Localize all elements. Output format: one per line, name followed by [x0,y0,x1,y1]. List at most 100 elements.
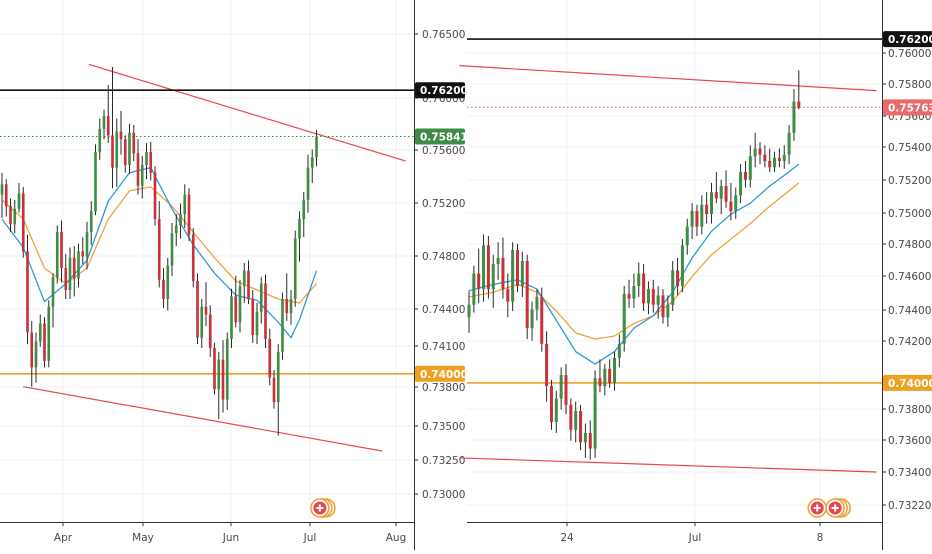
candle-down [213,348,216,390]
resistance-price-tag [883,31,932,48]
candle-down [64,268,68,290]
trendline-upper-trendline [459,65,877,92]
candle-down [763,154,767,161]
support-price-tag [415,365,465,382]
candle-up [748,156,752,180]
candle-down [60,232,63,269]
candle-up [38,323,42,342]
candle-up [89,211,93,232]
trendline-lower-trendline [459,457,877,473]
trendline-upper-channel [88,63,406,162]
candle-down [564,375,568,405]
candle-up [0,184,4,195]
candle-up [102,116,106,129]
candle-down [187,194,191,235]
candle-down [569,404,573,430]
price-tick-label: 0.73250 [422,455,465,467]
event-plus-icon [831,504,839,512]
price-tick-label: 0.75200 [422,198,465,210]
grid-lines [467,0,882,522]
candle-up [719,185,723,199]
candle-up [666,304,670,318]
price-tick-label: 0.74600 [888,271,931,283]
candle-up [472,273,476,305]
time-axis: Apr May Jun Jul Aug [54,522,406,544]
candle-up [255,311,259,336]
candle-up [753,148,757,157]
candle-up [94,152,97,212]
candle-up [792,101,796,133]
price-tick-label: 0.74800 [422,251,465,263]
candle-down [724,185,728,202]
candle-up [170,233,174,266]
moving-average-slow [1,186,317,304]
candle-down [743,171,747,180]
candle-up [145,152,148,165]
candle-down [676,270,680,287]
price-axis: 0.765000.760000.756000.752000.748000.744… [414,29,465,501]
event-plus-icon [316,504,324,512]
candle-up [583,432,587,443]
candle-down [729,201,733,211]
candle-down [162,279,165,300]
candle-down [149,152,153,173]
candle-down [30,332,34,368]
candle-down [515,250,520,287]
candle-up [709,192,714,215]
support-price-label: 0.74000 [420,369,468,381]
candle-down [132,132,136,154]
candle-down [264,283,267,339]
candle-up [467,304,471,318]
candle-up [491,264,495,290]
candles [0,67,318,436]
price-tick-label: 0.74400 [422,304,465,316]
candle-up [632,286,636,299]
candle-down [106,116,110,136]
candle-up [306,167,310,200]
candle-up [680,245,684,287]
candle-up [85,232,89,257]
candle-up [200,306,204,338]
candle-down [486,245,490,290]
candle-down [111,135,114,168]
time-tick-label: Aug [386,532,407,544]
candle-down [119,131,123,140]
candle-down [204,306,208,315]
candle-up [289,299,293,314]
candle-up [773,157,777,168]
trendline-lower-channel [23,386,383,452]
price-tick-label: 0.73800 [888,404,931,416]
candle-up [13,208,17,225]
candle-down [123,139,127,165]
candle-up [310,157,314,168]
candle-up [690,210,694,227]
candle-up [230,296,233,339]
price-tick-label: 0.74800 [888,239,931,251]
candle-down [608,368,612,383]
candle-down [26,251,29,333]
price-tick-label: 0.75600 [422,145,465,157]
candle-down [285,299,289,314]
candle-down [234,296,238,323]
candle-down [43,323,46,361]
candle-up [302,199,306,220]
left-chart-panel: 0.765000.760000.756000.752000.748000.744… [0,0,468,550]
time-tick-label: May [132,532,154,544]
price-tick-label: 0.75800 [888,79,931,91]
last-price-label: 0.75841 [420,131,468,143]
price-tick-label: 0.74100 [422,341,465,353]
price-tick-label: 0.75000 [888,208,931,220]
price-tick-label: 0.73400 [888,467,931,479]
moving-average-slow [468,182,800,340]
candle-down [221,359,225,400]
candle-down [477,273,481,290]
candle-up [238,286,242,323]
price-tick-label: 0.73600 [888,435,931,447]
candle-up [482,245,486,290]
last-price-tag [883,99,932,116]
candle-up [259,283,263,312]
candle-down [661,295,665,318]
candle-up [617,343,621,358]
candle-up [293,238,297,300]
candle-down [21,193,25,252]
